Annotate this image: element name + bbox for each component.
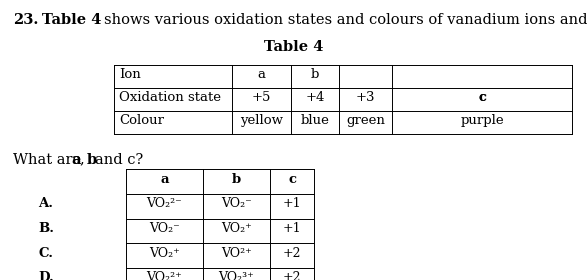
Text: and c?: and c? xyxy=(95,153,143,167)
Text: VO²⁺: VO²⁺ xyxy=(221,247,252,260)
Text: VO₂⁻: VO₂⁻ xyxy=(149,222,180,235)
Text: VO₂⁺: VO₂⁺ xyxy=(149,247,180,260)
Text: What are: What are xyxy=(13,153,86,167)
Text: +4: +4 xyxy=(305,91,325,104)
Text: A.: A. xyxy=(38,197,53,210)
Text: a: a xyxy=(160,173,168,186)
Text: Table 4: Table 4 xyxy=(264,40,323,54)
Text: blue: blue xyxy=(301,114,330,127)
Text: VO₂³⁺: VO₂³⁺ xyxy=(218,271,254,280)
Text: +5: +5 xyxy=(252,91,271,104)
Text: +2: +2 xyxy=(283,271,301,280)
Text: b: b xyxy=(87,153,97,167)
Text: 23.: 23. xyxy=(13,13,38,27)
Text: Oxidation state: Oxidation state xyxy=(119,91,221,104)
Text: Table 4: Table 4 xyxy=(42,13,102,27)
Text: Colour: Colour xyxy=(119,114,164,127)
Text: c: c xyxy=(478,91,486,104)
Text: c: c xyxy=(478,91,486,104)
Text: purple: purple xyxy=(460,114,504,127)
Text: shows various oxidation states and colours of vanadium ions and complexes.: shows various oxidation states and colou… xyxy=(104,13,587,27)
Text: C.: C. xyxy=(38,247,53,260)
Text: VO₂⁻: VO₂⁻ xyxy=(221,197,252,210)
Text: b: b xyxy=(232,173,241,186)
Text: +1: +1 xyxy=(283,222,301,235)
Text: B.: B. xyxy=(38,222,54,235)
Text: VO₂²⁻: VO₂²⁻ xyxy=(147,197,182,210)
Text: VO₂²⁺: VO₂²⁺ xyxy=(147,271,182,280)
Text: c: c xyxy=(288,173,296,186)
Text: yellow: yellow xyxy=(240,114,283,127)
Text: a: a xyxy=(258,68,265,81)
Text: VO₂⁺: VO₂⁺ xyxy=(221,222,252,235)
Text: +1: +1 xyxy=(283,197,301,210)
Text: ,: , xyxy=(79,153,84,167)
Text: green: green xyxy=(346,114,385,127)
Text: Ion: Ion xyxy=(119,68,141,81)
Text: D.: D. xyxy=(38,271,54,280)
Text: +3: +3 xyxy=(356,91,376,104)
Text: +2: +2 xyxy=(283,247,301,260)
Text: b: b xyxy=(311,68,319,81)
Text: a: a xyxy=(72,153,81,167)
